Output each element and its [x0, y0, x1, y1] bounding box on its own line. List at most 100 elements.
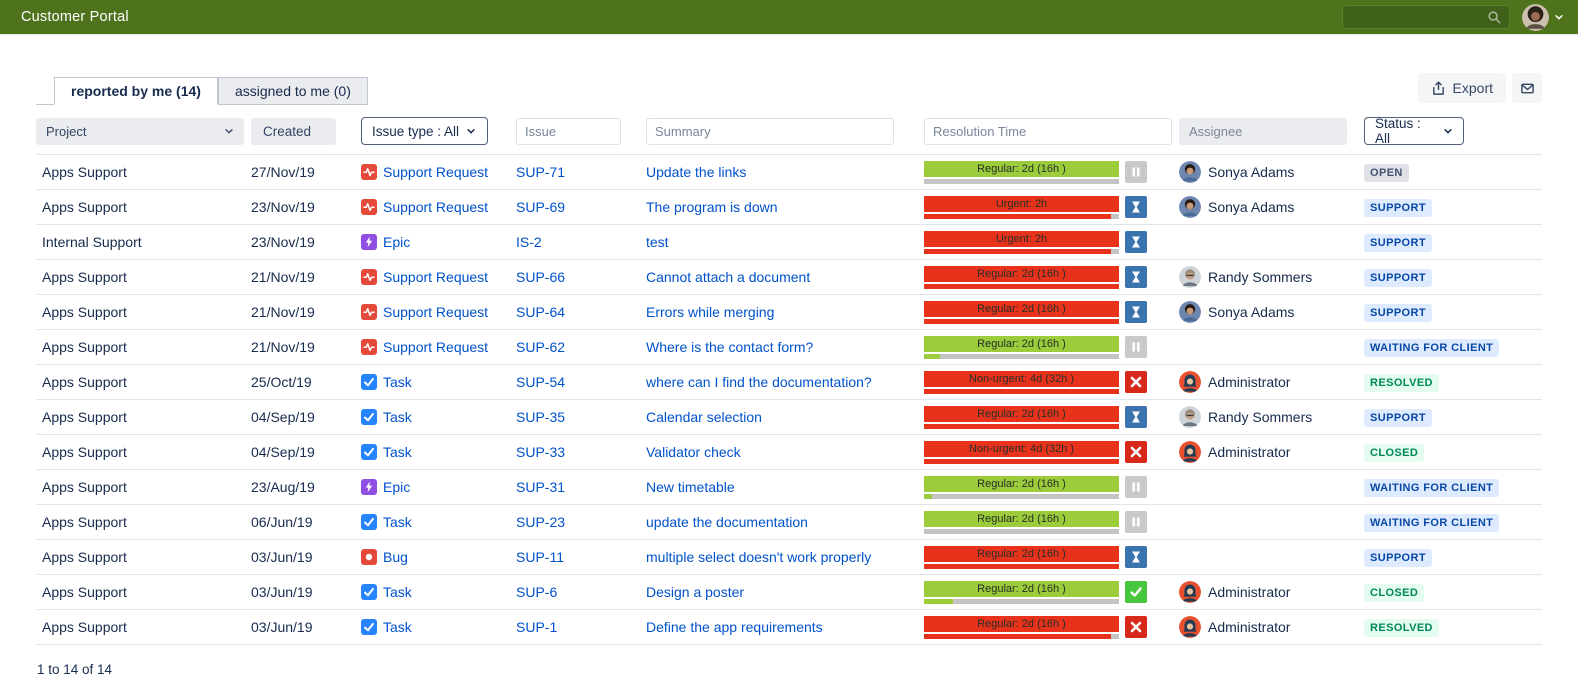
status-filter-select[interactable]: Status : All	[1364, 116, 1464, 146]
assignee-name: Sonya Adams	[1208, 199, 1295, 215]
sla-progress-track	[924, 283, 1119, 289]
issue-key-link[interactable]: SUP-6	[516, 584, 558, 600]
summary-filter-input[interactable]	[646, 117, 894, 145]
issue-summary-link[interactable]: New timetable	[646, 479, 735, 495]
table-row[interactable]: Apps Support 21/Nov/19 Support Request S…	[36, 260, 1542, 295]
issue-key-link[interactable]: SUP-66	[516, 269, 566, 285]
user-menu[interactable]	[1522, 3, 1564, 31]
issue-summary-link[interactable]: Validator check	[646, 444, 741, 460]
table-row[interactable]: Apps Support 03/Jun/19 Task SUP-6 Design…	[36, 575, 1542, 610]
issue-key-link[interactable]: SUP-62	[516, 339, 566, 355]
issue-summary-link[interactable]: Calendar selection	[646, 409, 762, 425]
issue-type-link[interactable]: Support Request	[383, 304, 489, 320]
project-filter-select[interactable]: Project	[36, 117, 244, 145]
sla-progress-track	[924, 598, 1119, 604]
created-column-header[interactable]: Created	[251, 117, 336, 145]
sla-progress-track	[924, 213, 1119, 219]
sla-bar: Regular: 2d (16h )	[924, 160, 1119, 177]
issue-type-link[interactable]: Task	[383, 444, 412, 460]
tab-assigned-to-me[interactable]: assigned to me (0)	[217, 77, 368, 105]
status-badge: WAITING FOR CLIENT	[1364, 478, 1500, 497]
assignee-name: Administrator	[1208, 444, 1291, 460]
issue-key-link[interactable]: SUP-11	[516, 549, 564, 565]
issue-key-link[interactable]: IS-2	[516, 234, 542, 250]
table-row[interactable]: Apps Support 23/Aug/19 Epic SUP-31 New t…	[36, 470, 1542, 505]
table-row[interactable]: Apps Support 25/Oct/19 Task SUP-54 where…	[36, 365, 1542, 400]
table-row[interactable]: Apps Support 03/Jun/19 Task SUP-1 Define…	[36, 610, 1542, 645]
issue-type-link[interactable]: Support Request	[383, 164, 489, 180]
issue-key-link[interactable]: SUP-33	[516, 444, 566, 460]
status-badge: CLOSED	[1364, 583, 1425, 602]
assignee-avatar	[1179, 196, 1201, 218]
sla-label: Regular: 2d (16h )	[977, 582, 1066, 595]
table-row[interactable]: Apps Support 03/Jun/19 Bug SUP-11 multip…	[36, 540, 1542, 575]
issue-key-link[interactable]: SUP-35	[516, 409, 566, 425]
issue-summary-link[interactable]: Errors while merging	[646, 304, 775, 320]
assignee-avatar	[1179, 266, 1201, 288]
issue-type-link[interactable]: Task	[383, 514, 412, 530]
table-row[interactable]: Apps Support 06/Jun/19 Task SUP-23 updat…	[36, 505, 1542, 540]
issue-key-link[interactable]: SUP-54	[516, 374, 566, 390]
issue-filter-input[interactable]	[516, 117, 621, 145]
table-row[interactable]: Apps Support 04/Sep/19 Task SUP-33 Valid…	[36, 435, 1542, 470]
project-cell: Apps Support	[42, 374, 127, 390]
sla-progress-fill	[924, 353, 940, 359]
table-row[interactable]: Apps Support 04/Sep/19 Task SUP-35 Calen…	[36, 400, 1542, 435]
issue-summary-link[interactable]: multiple select doesn't work properly	[646, 549, 872, 565]
issue-key-link[interactable]: SUP-1	[516, 619, 558, 635]
issue-type-link[interactable]: Task	[383, 409, 412, 425]
issue-type-link[interactable]: Support Request	[383, 199, 489, 215]
sla-bar: Regular: 2d (16h )	[924, 475, 1119, 492]
sla-check-icon	[1125, 580, 1147, 603]
resolution-time-sla: Regular: 2d (16h )	[924, 405, 1169, 429]
issue-type-link[interactable]: Epic	[383, 234, 411, 250]
issue-summary-link[interactable]: Define the app requirements	[646, 619, 823, 635]
resolution-time-sla: Regular: 2d (16h )	[924, 265, 1169, 289]
created-cell: 23/Aug/19	[251, 479, 315, 495]
created-cell: 25/Oct/19	[251, 374, 312, 390]
email-button[interactable]	[1512, 73, 1542, 103]
issue-type-link[interactable]: Support Request	[383, 339, 489, 355]
issue-summary-link[interactable]: Cannot attach a document	[646, 269, 811, 285]
global-search[interactable]	[1342, 5, 1510, 29]
issue-key-link[interactable]: SUP-31	[516, 479, 566, 495]
table-row[interactable]: Apps Support 21/Nov/19 Support Request S…	[36, 330, 1542, 365]
chevron-down-icon[interactable]	[1554, 12, 1564, 22]
issue-summary-link[interactable]: test	[646, 234, 669, 250]
issue-summary-link[interactable]: Where is the contact form?	[646, 339, 814, 355]
sla-label: Regular: 2d (16h )	[977, 162, 1066, 175]
issue-summary-link[interactable]: update the documentation	[646, 514, 808, 530]
tab-strip-lead	[36, 77, 54, 105]
issue-summary-link[interactable]: where can I find the documentation?	[646, 374, 872, 390]
search-icon[interactable]	[1487, 10, 1502, 25]
sla-progress-fill	[924, 213, 1112, 219]
table-row[interactable]: Apps Support 21/Nov/19 Support Request S…	[36, 295, 1542, 330]
resolution-time-filter-input[interactable]	[924, 117, 1172, 145]
table-row[interactable]: Apps Support 23/Nov/19 Support Request S…	[36, 190, 1542, 225]
issue-type-link[interactable]: Task	[383, 584, 412, 600]
user-avatar[interactable]	[1522, 3, 1549, 31]
table-row[interactable]: Internal Support 23/Nov/19 Epic IS-2 tes…	[36, 225, 1542, 260]
issue-key-link[interactable]: SUP-23	[516, 514, 566, 530]
sla-label: Non-urgent: 4d (32h )	[968, 372, 1075, 385]
sla-x-icon	[1125, 440, 1147, 463]
issue-type-link[interactable]: Bug	[383, 549, 408, 565]
issue-key-link[interactable]: SUP-69	[516, 199, 566, 215]
export-button[interactable]: Export	[1417, 73, 1506, 103]
issue-type-link[interactable]: Task	[383, 619, 412, 635]
table-row[interactable]: Apps Support 27/Nov/19 Support Request S…	[36, 155, 1542, 190]
issue-key-link[interactable]: SUP-64	[516, 304, 566, 320]
issue-type-link[interactable]: Epic	[383, 479, 411, 495]
issue-summary-link[interactable]: Update the links	[646, 164, 747, 180]
assignee-filter-input[interactable]	[1179, 117, 1347, 145]
issue-key-link[interactable]: SUP-71	[516, 164, 566, 180]
sla-progress-track	[924, 178, 1119, 184]
issue-type-filter-select[interactable]: Issue type : All	[361, 117, 488, 145]
issue-type-link[interactable]: Support Request	[383, 269, 489, 285]
tab-reported-by-me[interactable]: reported by me (14)	[54, 77, 218, 105]
sla-label: Regular: 2d (16h )	[977, 267, 1066, 280]
issue-type-link[interactable]: Task	[383, 374, 412, 390]
global-search-input[interactable]	[1350, 10, 1487, 24]
issue-summary-link[interactable]: Design a poster	[646, 584, 745, 600]
issue-summary-link[interactable]: The program is down	[646, 199, 778, 215]
